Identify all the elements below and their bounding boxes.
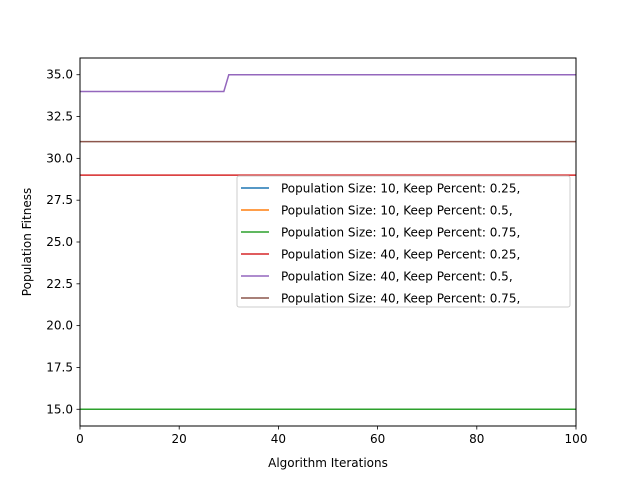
legend-label-2: Population Size: 10, Keep Percent: 0.5, xyxy=(281,204,513,218)
plot-lines xyxy=(80,73,576,411)
y-axis-title: Population Fitness xyxy=(20,188,34,296)
y-tick-label: 17.5 xyxy=(46,360,73,374)
legend-label-3: Population Size: 10, Keep Percent: 0.75, xyxy=(281,226,520,240)
x-tick-label: 0 xyxy=(76,432,84,446)
legend: Population Size: 10, Keep Percent: 0.25,… xyxy=(236,175,571,308)
x-tick-label: 40 xyxy=(271,432,286,446)
y-axis: 15.0 17.5 20.0 22.5 25.0 27.5 30.0 32.5 35.0 xyxy=(46,68,80,416)
y-tick-label: 32.5 xyxy=(46,110,73,124)
x-tick-label: 80 xyxy=(469,432,484,446)
legend-label-1: Population Size: 10, Keep Percent: 0.25, xyxy=(281,182,520,196)
y-tick-label: 20.0 xyxy=(46,319,73,333)
x-tick-label: 100 xyxy=(565,432,588,446)
legend-label-5: Population Size: 40, Keep Percent: 0.5, xyxy=(281,270,513,284)
series-line-5 xyxy=(80,73,576,93)
legend-label-4: Population Size: 40, Keep Percent: 0.25, xyxy=(281,248,520,262)
y-tick-label: 35.0 xyxy=(46,68,73,82)
legend-box xyxy=(236,175,571,308)
y-tick-label: 27.5 xyxy=(46,193,73,207)
y-tick-label: 30.0 xyxy=(46,151,73,165)
x-tick-label: 20 xyxy=(172,432,187,446)
legend-label-6: Population Size: 40, Keep Percent: 0.75, xyxy=(281,292,520,306)
x-axis-title: Algorithm Iterations xyxy=(268,456,388,470)
x-axis: 0 20 40 60 80 100 xyxy=(76,426,587,446)
x-tick-label: 60 xyxy=(370,432,385,446)
y-tick-label: 25.0 xyxy=(46,235,73,249)
y-tick-label: 22.5 xyxy=(46,277,73,291)
y-tick-label: 15.0 xyxy=(46,402,73,416)
